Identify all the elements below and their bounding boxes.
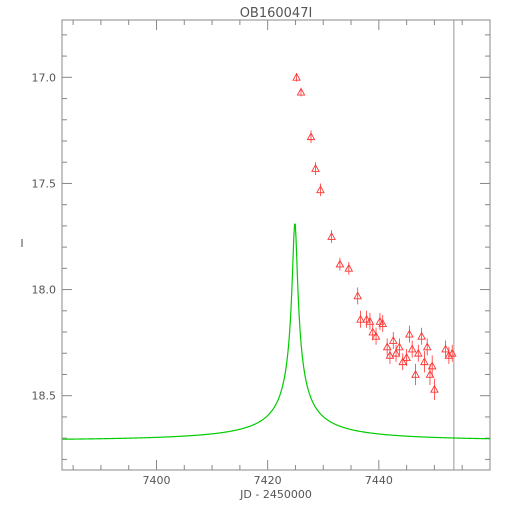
data-point: [411, 363, 420, 386]
triangle-marker: [425, 369, 435, 378]
triangle-marker: [344, 263, 354, 272]
data-point: [368, 323, 378, 341]
data-point: [441, 340, 450, 358]
triangle-marker: [417, 331, 426, 340]
data-point: [292, 72, 301, 82]
triangle-marker: [395, 342, 404, 351]
triangle-marker: [311, 164, 320, 172]
data-point: [422, 338, 432, 356]
data-point: [402, 349, 411, 366]
data-point: [417, 327, 426, 345]
axis-ticks: 7400 7420 7440 17.0 17.5 18.0 18.5: [32, 20, 491, 487]
triangle-marker: [306, 132, 316, 141]
triangle-marker: [405, 329, 414, 338]
x-tick-label: 7440: [365, 474, 393, 487]
triangle-marker: [316, 185, 325, 194]
y-axis-label: I: [20, 237, 23, 250]
triangle-marker: [382, 342, 392, 351]
triangle-marker: [407, 344, 417, 353]
triangle-marker: [371, 331, 381, 340]
data-points-layer: [292, 72, 457, 400]
data-point: [413, 344, 423, 362]
data-point: [306, 130, 316, 144]
data-point: [356, 310, 365, 328]
data-point: [447, 344, 457, 362]
data-point: [353, 287, 363, 305]
data-point: [335, 257, 345, 271]
triangle-marker: [385, 350, 395, 359]
data-point: [362, 310, 371, 328]
data-point: [382, 338, 392, 356]
data-point: [395, 338, 404, 356]
y-tick-label: 17.0: [32, 71, 57, 84]
triangle-marker: [422, 342, 432, 351]
data-point: [405, 325, 414, 343]
model-curve-layer: [61, 223, 491, 440]
triangle-marker: [296, 87, 306, 96]
data-point: [365, 312, 375, 330]
data-point: [420, 351, 429, 373]
triangle-marker: [327, 231, 336, 240]
data-point: [407, 340, 417, 358]
triangle-marker: [402, 352, 411, 361]
triangle-marker: [365, 316, 375, 325]
triangle-marker: [444, 350, 454, 359]
data-point: [425, 363, 435, 386]
triangle-marker: [353, 291, 363, 300]
x-tick-label: 7420: [254, 474, 282, 487]
triangle-marker: [420, 357, 429, 366]
triangle-marker: [430, 384, 439, 393]
data-point: [385, 346, 395, 364]
data-point: [430, 378, 439, 400]
triangle-marker: [398, 357, 408, 366]
data-point: [391, 344, 401, 362]
y-tick-label: 18.0: [32, 284, 57, 297]
triangle-marker: [335, 259, 345, 268]
data-point: [316, 183, 325, 197]
triangle-marker: [362, 314, 371, 323]
triangle-marker: [413, 348, 423, 357]
triangle-marker: [388, 335, 398, 344]
triangle-marker: [441, 344, 450, 353]
data-point: [296, 87, 306, 97]
triangle-marker: [378, 319, 388, 327]
data-point: [378, 315, 388, 333]
y-tick-label: 17.5: [32, 177, 57, 190]
data-point: [371, 327, 381, 345]
data-point: [388, 332, 398, 350]
data-point: [344, 261, 354, 275]
triangle-marker: [411, 369, 420, 378]
data-point: [327, 230, 336, 243]
triangle-marker: [292, 72, 301, 81]
plot-frame: [61, 19, 491, 471]
x-tick-label: 7400: [142, 474, 170, 487]
triangle-marker: [391, 348, 401, 357]
triangle-marker: [356, 314, 365, 323]
data-point: [427, 355, 437, 377]
data-point: [398, 353, 408, 371]
triangle-marker: [447, 348, 457, 357]
model-curve: [61, 223, 491, 440]
x-axis-label: JD - 2450000: [239, 488, 312, 501]
data-point: [311, 162, 320, 175]
triangle-marker: [368, 327, 378, 336]
y-tick-label: 18.5: [32, 390, 57, 403]
triangle-marker: [427, 361, 437, 370]
chart-title: OB160047I: [240, 6, 313, 21]
